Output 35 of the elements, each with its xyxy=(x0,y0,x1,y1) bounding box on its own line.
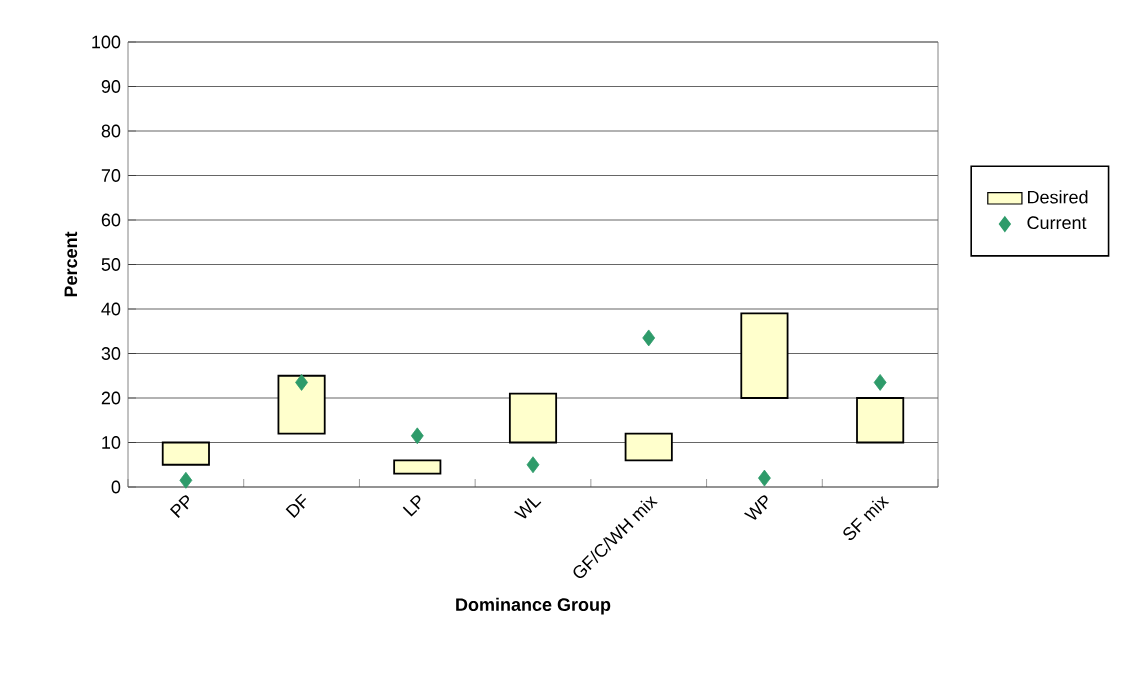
point xyxy=(179,471,193,489)
y-tick-label: 0 xyxy=(111,480,121,494)
bar xyxy=(277,374,326,435)
legend-label: Desired xyxy=(1028,190,1088,204)
x-axis-title: Dominance Group xyxy=(456,597,611,615)
point xyxy=(295,374,308,391)
legend-label: Current xyxy=(1027,216,1087,230)
point xyxy=(873,374,887,391)
y-tick-label: 50 xyxy=(101,258,121,271)
y-tick-label: 70 xyxy=(101,169,121,182)
bar xyxy=(740,312,789,399)
bar xyxy=(508,392,558,444)
x-tick-label: DF xyxy=(285,493,307,518)
y-tick-label: 100 xyxy=(92,35,121,49)
y-tick-label: 90 xyxy=(101,80,121,93)
x-tick-label: PP xyxy=(169,495,189,518)
bar xyxy=(624,432,673,462)
point xyxy=(758,469,771,487)
point xyxy=(410,427,424,445)
y-tick-label: 20 xyxy=(101,391,121,405)
y-tick-label: 10 xyxy=(102,436,121,449)
bar xyxy=(856,397,905,444)
x-tick-label: WL xyxy=(513,498,542,519)
point xyxy=(642,329,656,347)
bar xyxy=(393,459,442,475)
y-tick-label: 40 xyxy=(101,302,121,316)
x-tick-label: LP xyxy=(402,495,421,517)
y-tick-label: 60 xyxy=(101,213,121,227)
y-axis-title: Percent xyxy=(64,231,78,297)
x-tick-label: SF mix xyxy=(843,496,890,540)
bar xyxy=(161,441,210,466)
point xyxy=(526,456,540,474)
x-tick-label: WP xyxy=(744,495,768,520)
y-tick-label: 80 xyxy=(101,124,121,138)
y-tick-label: 30 xyxy=(101,347,121,360)
